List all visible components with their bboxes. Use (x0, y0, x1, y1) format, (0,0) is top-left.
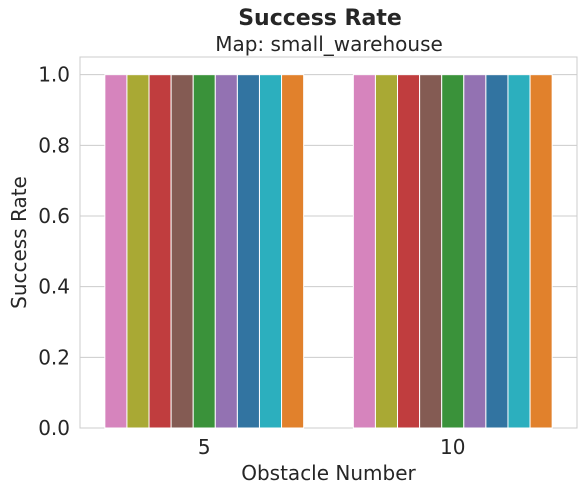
y-tick-label: 0.4 (38, 275, 70, 299)
bar (104, 74, 128, 429)
bar (170, 74, 194, 429)
bar (192, 74, 216, 429)
bar (441, 74, 465, 429)
y-tick-label: 0.2 (38, 345, 70, 369)
bar (236, 74, 260, 429)
bar (148, 74, 172, 429)
bar (374, 74, 399, 429)
bar (419, 74, 443, 429)
chart-title: Success Rate (238, 6, 402, 31)
x-tick-labels: 5 10 (198, 435, 466, 459)
bar (529, 74, 553, 429)
bar (352, 74, 376, 429)
y-tick-labels: 0.0 0.2 0.4 0.6 0.8 1.0 (38, 63, 70, 440)
x-tick-label: 5 (198, 435, 211, 459)
bar (485, 74, 509, 429)
y-tick-label: 0.8 (38, 133, 70, 157)
y-tick-label: 0.0 (38, 416, 70, 440)
bar (463, 74, 487, 429)
bar (126, 74, 150, 429)
bar (281, 74, 305, 429)
x-tick-label: 10 (440, 435, 465, 459)
bar (507, 74, 531, 429)
x-axis-label: Obstacle Number (241, 461, 416, 485)
bar (258, 74, 283, 429)
bars (104, 74, 553, 429)
y-tick-label: 1.0 (38, 63, 70, 87)
y-axis-label: Success Rate (7, 176, 31, 309)
bar (397, 74, 421, 429)
y-tick-label: 0.6 (38, 204, 70, 228)
bar (214, 74, 238, 429)
chart-subtitle: Map: small_warehouse (215, 32, 443, 56)
